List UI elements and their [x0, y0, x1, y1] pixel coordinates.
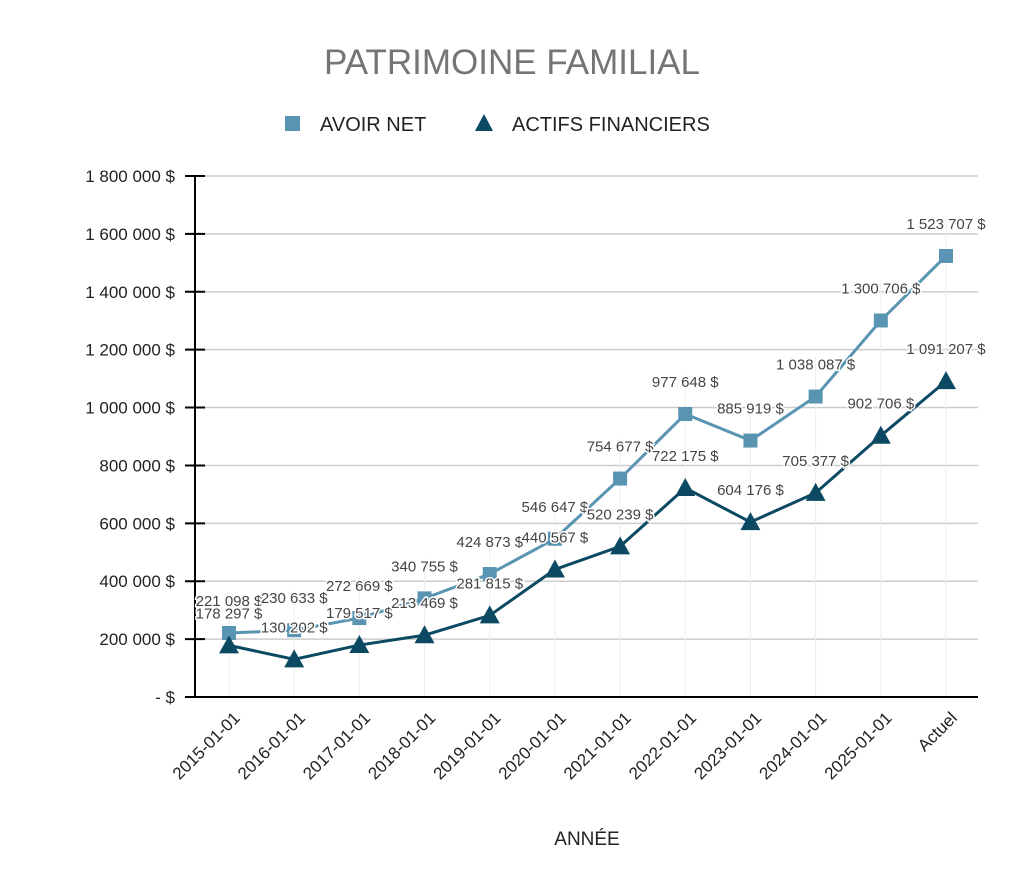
data-label: 340 755 $: [391, 558, 458, 575]
data-label: 230 633 $: [261, 590, 328, 607]
x-tick-label: 2022-01-01: [625, 708, 700, 783]
data-point-square: [482, 567, 497, 582]
data-label: 178 297 $: [196, 605, 263, 622]
data-label: 754 677 $: [587, 439, 654, 456]
y-tick-label: 600 000 $: [99, 514, 175, 533]
data-point-square: [808, 389, 823, 404]
series-line-avoir-net: [228, 254, 948, 635]
data-label: 520 239 $: [587, 506, 654, 523]
data-point-square: [352, 611, 367, 626]
data-point-triangle: [740, 512, 761, 531]
data-point-triangle: [675, 477, 696, 496]
data-point-square: [547, 531, 562, 546]
data-point-triangle: [544, 559, 565, 578]
data-point-square: [939, 248, 953, 263]
x-tick-label: 2020-01-01: [495, 708, 570, 783]
y-tick-label: 1 400 000 $: [85, 283, 175, 302]
x-tick-label: 2021-01-01: [560, 708, 635, 783]
data-label: 1 523 707 $: [906, 216, 986, 233]
x-tick-label: 2023-01-01: [690, 708, 765, 783]
legend: AVOIR NET ACTIFS FINANCIERS: [285, 114, 710, 136]
data-label: 885 919 $: [717, 401, 784, 418]
data-label: 977 648 $: [652, 374, 719, 391]
data-label: 1 091 207 $: [906, 341, 986, 358]
data-point-triangle: [610, 536, 631, 555]
chart-title: PATRIMOINE FAMILIAL: [324, 43, 700, 82]
legend-square-icon: [285, 116, 300, 131]
data-label: 1 038 087 $: [776, 357, 856, 374]
y-tick-label: 800 000 $: [99, 456, 175, 475]
data-point-triangle: [479, 605, 500, 624]
data-label: 281 815 $: [456, 575, 523, 592]
data-point-square: [417, 591, 432, 606]
legend-triangle-icon: [475, 114, 493, 131]
data-label: 1 300 706 $: [841, 281, 921, 298]
x-tick-label: 2018-01-01: [364, 708, 439, 783]
data-label: 272 669 $: [326, 578, 393, 595]
data-point-triangle: [414, 625, 435, 644]
data-label: 722 175 $: [652, 448, 719, 465]
x-tick-label: 2016-01-01: [234, 708, 309, 783]
x-tick-label: 2025-01-01: [821, 708, 896, 783]
y-tick-label: 1 600 000 $: [85, 225, 175, 244]
y-tick-label: 1 800 000 $: [85, 167, 175, 186]
y-tick-label: 1 000 000 $: [85, 399, 175, 418]
data-label: 424 873 $: [456, 534, 523, 551]
data-label: 546 647 $: [522, 499, 589, 516]
data-label: 130 202 $: [261, 619, 328, 636]
data-label: 221 098 $: [196, 593, 263, 610]
x-tick-label: Actuel: [914, 708, 961, 755]
data-point-triangle: [805, 482, 826, 501]
series-line-actifs-financiers: [228, 380, 947, 661]
legend-label-avoir-net: AVOIR NET: [320, 114, 426, 136]
x-tick-label: 2024-01-01: [756, 708, 831, 783]
data-point-triangle: [349, 635, 370, 654]
data-point-square: [743, 433, 758, 448]
data-label: 604 176 $: [717, 482, 784, 499]
x-tick-label: 2019-01-01: [430, 708, 505, 783]
data-point-triangle: [284, 649, 305, 668]
y-tick-label: 200 000 $: [99, 630, 175, 649]
x-tick-label: 2017-01-01: [299, 708, 374, 783]
data-point-square: [873, 313, 888, 328]
x-tick-label: 2015-01-01: [169, 708, 244, 783]
data-point-triangle: [936, 371, 956, 390]
data-label: 179 517 $: [326, 605, 393, 622]
data-point-triangle: [870, 425, 891, 444]
data-point-square: [222, 626, 236, 641]
data-label: 213 469 $: [391, 595, 458, 612]
x-axis-title: ANNÉE: [554, 829, 619, 850]
y-tick-label: 400 000 $: [99, 572, 175, 591]
data-label: 440 567 $: [522, 529, 589, 546]
legend-label-actifs-financiers: ACTIFS FINANCIERS: [512, 114, 710, 136]
data-label: 902 706 $: [847, 396, 914, 413]
y-tick-label: 1 200 000 $: [85, 341, 175, 360]
data-point-square: [287, 623, 302, 638]
data-point-square: [678, 407, 693, 422]
data-point-square: [613, 471, 628, 486]
y-tick-label: - $: [155, 688, 175, 707]
data-point-triangle: [219, 635, 239, 654]
data-label: 705 377 $: [782, 453, 849, 470]
